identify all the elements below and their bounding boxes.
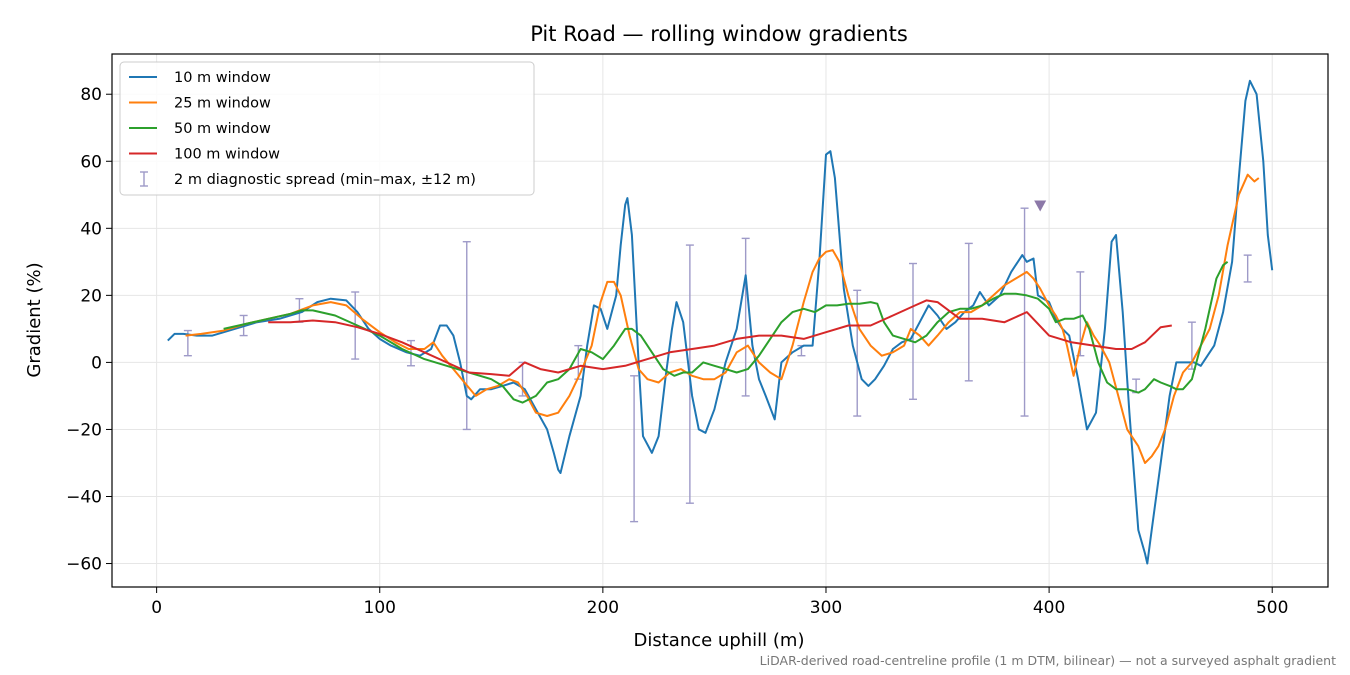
- legend-label: 100 m window: [174, 147, 280, 163]
- series-line: [185, 173, 1260, 464]
- x-tick-label: 200: [587, 598, 619, 618]
- y-tick-label: 0: [91, 353, 102, 373]
- legend: 10 m window 25 m window 50 m window 100 m w…: [119, 61, 535, 196]
- x-tick-label: 100: [364, 598, 396, 618]
- x-tick-label: 400: [1033, 598, 1065, 618]
- y-tick-label: −20: [66, 420, 102, 440]
- y-tick-label: −60: [66, 555, 102, 575]
- series-lines: [167, 79, 1274, 565]
- spread-bar: [1243, 254, 1252, 283]
- legend-label: 50 m window: [174, 121, 271, 137]
- y-tick-label: −40: [66, 487, 102, 507]
- y-tick-label: 60: [80, 152, 102, 172]
- source-note: LiDAR-derived road-centreline profile (1…: [760, 653, 1336, 668]
- y-tick-label: 20: [80, 286, 102, 306]
- y-tick-label: 80: [80, 85, 102, 105]
- series-line: [167, 79, 1274, 565]
- spread-bar: [741, 237, 750, 397]
- y-tick-label: 40: [80, 219, 102, 239]
- spread-marker: [1034, 200, 1047, 212]
- chart-title: Pit Road — rolling window gradients: [530, 22, 908, 46]
- diagnostic-spread: [183, 200, 1252, 523]
- x-tick-label: 500: [1256, 598, 1288, 618]
- legend-box: [119, 61, 535, 196]
- spread-bar: [630, 375, 639, 523]
- series-line: [268, 299, 1172, 377]
- axes: 0 100 200 300 400 500 −60 −40 −20 0 20 40 60 80: [66, 53, 1329, 618]
- plot-frame: [111, 53, 1329, 588]
- legend-label: 2 m diagnostic spread (min–max, ±12 m): [174, 172, 476, 188]
- legend-label: 25 m window: [174, 96, 271, 112]
- spread-bar: [462, 241, 471, 431]
- y-axis-label: Gradient (%): [24, 262, 45, 377]
- legend-label: 10 m window: [174, 70, 271, 86]
- x-axis-label: Distance uphill (m): [634, 630, 805, 651]
- x-tick-label: 300: [810, 598, 842, 618]
- spread-bar: [853, 289, 862, 417]
- series-line: [223, 261, 1229, 404]
- x-tick-label: 0: [151, 598, 162, 618]
